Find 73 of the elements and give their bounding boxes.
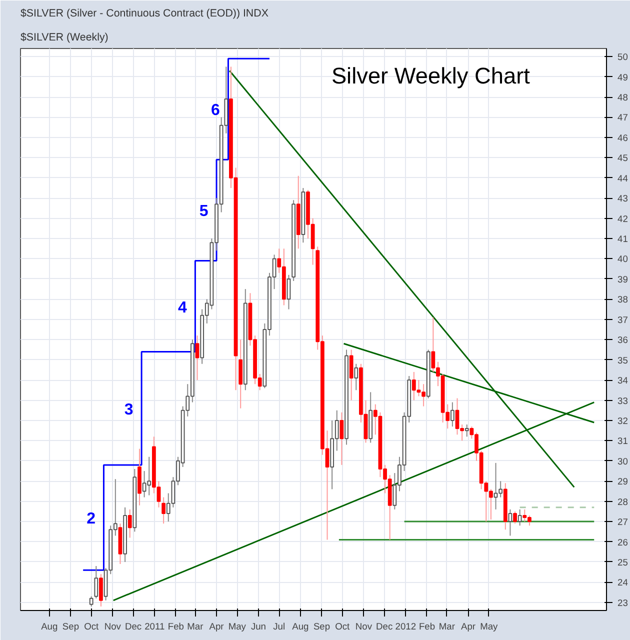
y-tick-label: 48 bbox=[618, 92, 628, 103]
x-tick-label: Nov bbox=[355, 622, 372, 632]
y-tick-label: 29 bbox=[618, 476, 628, 487]
y-tick-label: 35 bbox=[618, 355, 628, 366]
annotation: 5 bbox=[199, 203, 208, 220]
x-tick-label: 2011 bbox=[144, 622, 165, 632]
y-tick-label: 50 bbox=[618, 52, 628, 62]
text: Silver Weekly Chart bbox=[331, 62, 531, 89]
y-tick-label: 40 bbox=[618, 254, 628, 264]
y-tick-label: 30 bbox=[618, 456, 628, 466]
y-tick-label: 38 bbox=[618, 294, 628, 305]
candlestick bbox=[340, 412, 344, 466]
x-tick-label: 2012 bbox=[395, 622, 416, 632]
y-tick-label: 28 bbox=[618, 496, 628, 507]
x-tick-label: Feb bbox=[168, 622, 184, 632]
y-tick-label: 26 bbox=[618, 537, 628, 548]
annotation: 3 bbox=[124, 401, 134, 418]
candlestick bbox=[162, 496, 166, 524]
x-tick-label: Aug bbox=[292, 622, 309, 632]
y-tick-label: 49 bbox=[618, 72, 628, 82]
x-tick-label: Sep bbox=[62, 622, 80, 632]
y-tick-label: 36 bbox=[618, 335, 628, 346]
candlestick bbox=[508, 508, 512, 536]
annotation: 4 bbox=[178, 299, 188, 316]
candlestick bbox=[286, 274, 291, 310]
annotation: 2 bbox=[86, 510, 96, 528]
candlestick bbox=[450, 402, 454, 428]
y-tick-label: 23 bbox=[618, 598, 628, 608]
x-tick-label: Nov bbox=[104, 622, 122, 632]
y-tick-label: 25 bbox=[618, 557, 628, 568]
candlestick bbox=[128, 508, 132, 538]
candlestick bbox=[99, 574, 103, 607]
y-tick-label: 39 bbox=[618, 274, 628, 284]
x-tick-label: May bbox=[228, 622, 246, 632]
x-tick-label: Oct bbox=[84, 622, 100, 632]
x-tick-label: Jun bbox=[250, 622, 266, 632]
x-tick-label: Feb bbox=[418, 622, 436, 632]
y-tick-label: 31 bbox=[618, 436, 628, 446]
text: $SILVER (Weekly) bbox=[20, 32, 108, 44]
x-tick-label: Oct bbox=[335, 622, 350, 632]
y-tick-label: 32 bbox=[618, 416, 628, 426]
x-tick-label: Aug bbox=[41, 622, 58, 632]
candlestick bbox=[89, 596, 94, 607]
y-tick-label: 42 bbox=[618, 214, 628, 224]
x-tick-label: May bbox=[480, 622, 498, 632]
x-tick-label: Apr bbox=[460, 622, 476, 632]
candlestick bbox=[464, 424, 469, 438]
x-tick-label: Mar bbox=[438, 622, 455, 632]
y-tick-label: 27 bbox=[618, 517, 628, 528]
x-tick-label: Dec bbox=[376, 622, 393, 632]
y-tick-label: 43 bbox=[618, 194, 628, 204]
x-tick-label: Jul bbox=[273, 622, 286, 632]
candlestick bbox=[513, 510, 517, 524]
y-tick-label: 46 bbox=[618, 132, 628, 143]
y-tick-label: 45 bbox=[618, 153, 628, 164]
y-tick-label: 37 bbox=[618, 314, 628, 325]
y-tick-label: 33 bbox=[618, 396, 628, 406]
text: $SILVER (Silver - Continuous Contract (EOD)) INDX bbox=[20, 8, 268, 20]
x-tick-label: Dec bbox=[125, 622, 142, 632]
y-tick-label: 41 bbox=[618, 234, 628, 244]
annotation: 6 bbox=[211, 102, 220, 120]
candlestick bbox=[354, 363, 358, 391]
y-tick-label: 47 bbox=[618, 112, 628, 123]
y-tick-label: 34 bbox=[618, 376, 628, 386]
x-tick-label: Mar bbox=[187, 622, 204, 632]
candlestick bbox=[195, 335, 200, 381]
candlestick bbox=[518, 508, 522, 526]
candlestick bbox=[349, 349, 354, 401]
x-tick-label: Apr bbox=[209, 622, 224, 632]
x-tick-label: Sep bbox=[313, 622, 330, 632]
candlestick bbox=[94, 566, 98, 599]
y-tick-label: 44 bbox=[618, 173, 628, 184]
y-tick-label: 24 bbox=[618, 578, 628, 588]
